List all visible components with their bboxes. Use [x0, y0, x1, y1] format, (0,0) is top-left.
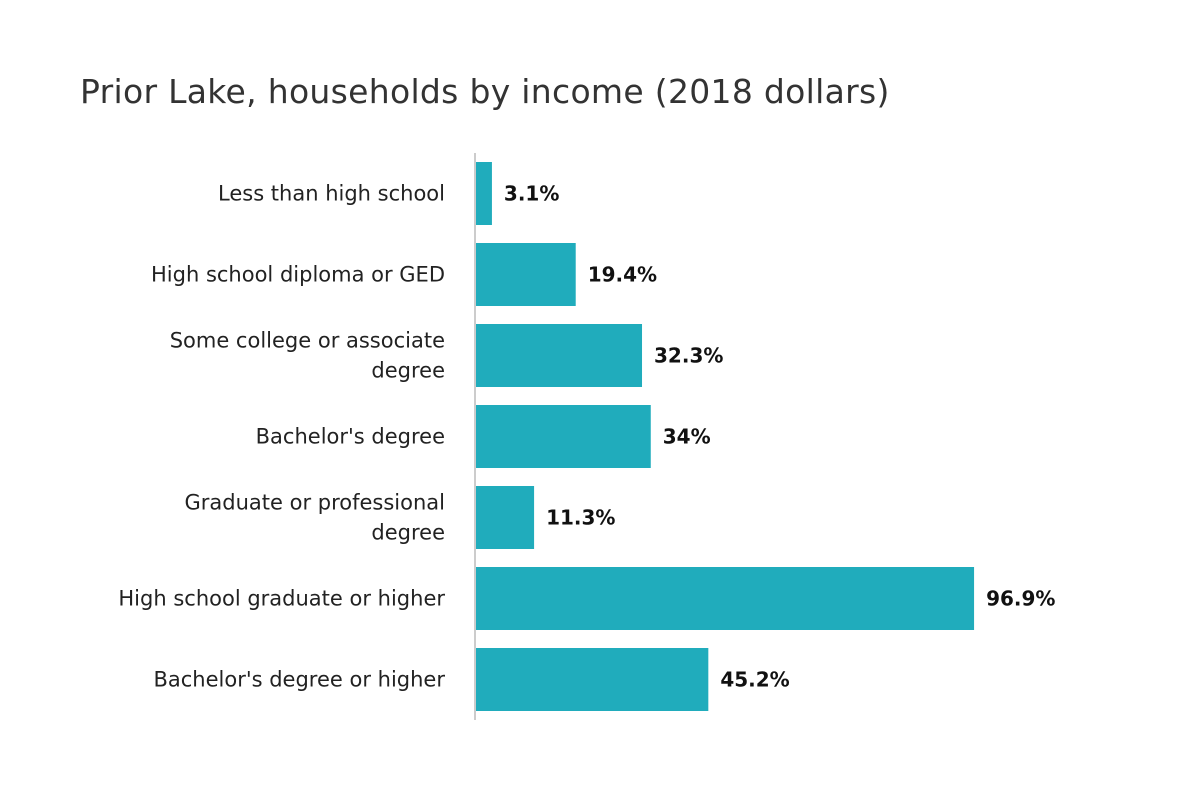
bar-value-label: 3.1% — [504, 182, 559, 206]
bar-value-label: 45.2% — [720, 668, 789, 692]
bar-value-label: 34% — [663, 425, 711, 449]
chart-title: Prior Lake, households by income (2018 d… — [80, 72, 890, 111]
category-label: Graduate or professional — [184, 491, 445, 515]
category-label: High school graduate or higher — [118, 587, 445, 611]
bar — [476, 567, 975, 630]
category-label: Bachelor's degree — [256, 425, 445, 449]
bar-value-label: 11.3% — [546, 506, 615, 530]
bar — [476, 243, 576, 306]
bar-value-label: 96.9% — [986, 587, 1055, 611]
category-label: Bachelor's degree or higher — [153, 668, 445, 692]
category-label: High school diploma or GED — [151, 263, 445, 287]
bar — [476, 162, 492, 225]
bars-layer — [476, 162, 975, 711]
bar — [476, 405, 651, 468]
category-label: Some college or associate — [170, 329, 445, 353]
bar — [476, 486, 535, 549]
category-label: Less than high school — [218, 182, 445, 206]
bar — [476, 324, 643, 387]
bar-value-label: 32.3% — [654, 344, 723, 368]
labels-layer: 3.1% Less than high school 19.4% High schoo… — [118, 182, 1055, 692]
bar — [476, 648, 709, 711]
category-label: degree — [371, 521, 445, 545]
category-label: degree — [371, 359, 445, 383]
bar-value-label: 19.4% — [588, 263, 657, 287]
